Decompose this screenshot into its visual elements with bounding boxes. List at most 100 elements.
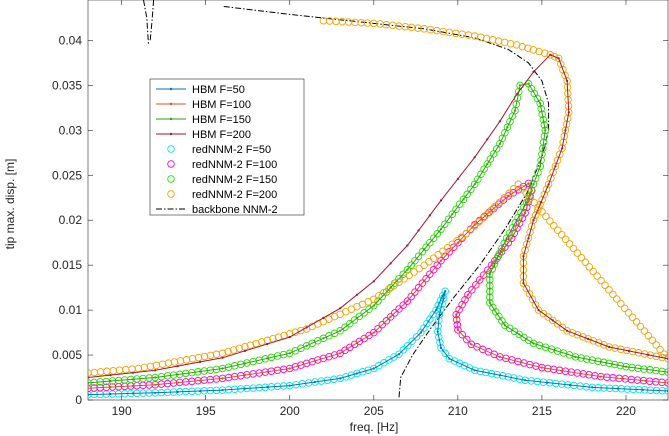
- data-point: [544, 129, 547, 132]
- data-point: [539, 102, 542, 105]
- legend-item: HBM F=150: [156, 114, 251, 126]
- data-point: [176, 381, 179, 384]
- legend-label: redNNM-2 F=100: [192, 159, 277, 171]
- data-point: [470, 222, 479, 230]
- data-point: [131, 371, 134, 374]
- data-point: [666, 381, 668, 384]
- data-point: [531, 211, 540, 219]
- data-point: [448, 210, 457, 218]
- data-point: [468, 286, 476, 294]
- data-point: [399, 346, 408, 354]
- data-point: [458, 30, 466, 38]
- data-point: [410, 268, 418, 276]
- legend-item: redNNM-2 F=100: [167, 159, 277, 171]
- data-point: [510, 374, 518, 382]
- data-point: [422, 243, 430, 251]
- data-point: [591, 386, 594, 389]
- plot-frame: [87, 0, 669, 401]
- data-point: [524, 379, 527, 382]
- data-point: [544, 180, 553, 189]
- data-point: [488, 36, 497, 44]
- legend-label: HBM F=100: [192, 99, 251, 111]
- backbone-line: [222, 5, 550, 398]
- data-point: [571, 353, 580, 361]
- data-point: [504, 373, 513, 381]
- data-point: [444, 215, 453, 223]
- data-point: [483, 266, 492, 274]
- data-point: [485, 208, 493, 217]
- data-point: [537, 309, 540, 312]
- data-point: [364, 366, 372, 374]
- legend-swatch-marker: [169, 87, 173, 91]
- data-point: [131, 392, 134, 395]
- x-tick-label: 215: [532, 404, 552, 418]
- data-point: [573, 249, 582, 257]
- data-point: [588, 356, 597, 364]
- data-point: [109, 374, 112, 377]
- legend-item: backbone NNM-2: [156, 204, 278, 216]
- data-point: [182, 356, 191, 364]
- data-point: [88, 387, 90, 390]
- data-point: [434, 250, 442, 259]
- data-point: [374, 297, 382, 305]
- data-point: [524, 44, 532, 52]
- data-point: [550, 221, 558, 230]
- y-axis: 0 0.005 0.01 0.015 0.02 0.025 0.03 0.035 0.04: [52, 33, 668, 407]
- data-point: [391, 309, 399, 317]
- data-point: [109, 367, 117, 375]
- data-point: [252, 339, 260, 348]
- data-point: [623, 346, 631, 355]
- data-point: [452, 29, 460, 38]
- data-point: [503, 324, 506, 327]
- data-point: [546, 217, 554, 225]
- data-point: [512, 41, 521, 49]
- data-point: [414, 252, 423, 260]
- legend-swatch-marker: [169, 117, 173, 121]
- data-point: [411, 256, 419, 265]
- data-point: [577, 354, 585, 362]
- data-point: [305, 326, 308, 329]
- data-point: [355, 372, 359, 375]
- data-point: [342, 373, 350, 381]
- data-point: [221, 377, 224, 380]
- data-point: [467, 185, 475, 194]
- data-point: [664, 354, 668, 363]
- data-point: [475, 276, 484, 284]
- data-point: [448, 240, 457, 248]
- data-point: [561, 235, 570, 244]
- data-point: [560, 369, 563, 372]
- data-point: [515, 93, 518, 96]
- data-point: [660, 350, 668, 358]
- data-point: [313, 359, 317, 362]
- data-point: [322, 337, 325, 340]
- data-point: [486, 162, 489, 166]
- data-point: [243, 362, 246, 365]
- legend-swatch-circle: [167, 175, 175, 183]
- data-point: [587, 337, 590, 340]
- data-point: [355, 317, 359, 320]
- data-point: [365, 305, 373, 313]
- data-point: [457, 233, 466, 241]
- data-point: [593, 272, 601, 280]
- data-point: [128, 365, 136, 373]
- data-point: [464, 31, 473, 39]
- data-point: [378, 292, 386, 301]
- data-point: [88, 393, 90, 396]
- data-point: [611, 360, 619, 369]
- data-point: [412, 333, 421, 341]
- data-point: [288, 367, 291, 370]
- data-point: [414, 283, 423, 292]
- data-point: [652, 341, 660, 349]
- legend-label: HBM F=150: [192, 114, 251, 126]
- data-point: [109, 386, 112, 389]
- data-point: [154, 376, 157, 379]
- data-point: [530, 198, 538, 207]
- data-point: [441, 287, 449, 295]
- data-point: [351, 18, 359, 27]
- data-point: [176, 373, 179, 376]
- data-point: [407, 261, 415, 269]
- data-point: [374, 324, 382, 333]
- legend-label: backbone NNM-2: [192, 204, 278, 216]
- data-point: [463, 335, 471, 344]
- legend-item: redNNM-2 F=50: [167, 144, 271, 156]
